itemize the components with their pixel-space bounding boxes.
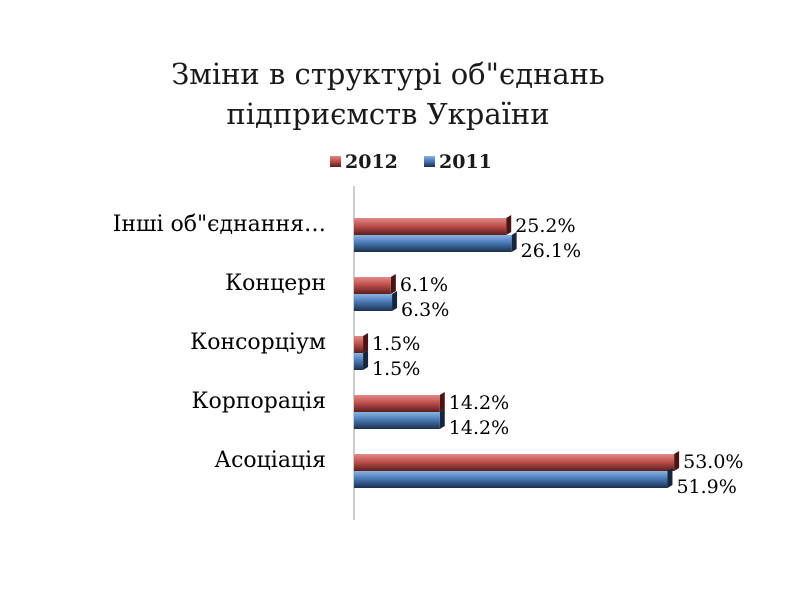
bars: [354, 215, 680, 488]
bar-face: [354, 353, 364, 370]
bar-side: [667, 468, 673, 488]
data-label-2012: 14.2%: [449, 392, 509, 414]
bar-2011: [354, 291, 398, 311]
bar-side: [511, 232, 517, 252]
chart-title-line-1: Зміни в структурі об"єднань: [171, 57, 605, 91]
bar-face: [354, 235, 512, 252]
bar-2012: [354, 215, 512, 235]
bar-2012: [354, 274, 396, 294]
legend-swatch-2011: [424, 156, 435, 167]
data-label-2011: 1.5%: [372, 358, 420, 380]
legend: 2012 2011: [330, 151, 492, 173]
category-labels: Інші об"єднання… Концерн Консорціум Корпора…: [113, 212, 326, 473]
bar-2012: [354, 392, 445, 412]
bar-side: [506, 215, 512, 235]
bar-2011: [354, 232, 517, 252]
bar-2011: [354, 468, 673, 488]
bar-face: [354, 218, 507, 235]
bar-side: [439, 409, 445, 429]
data-label-2012: 1.5%: [372, 333, 420, 355]
bar-side: [390, 274, 396, 294]
bar-2012: [354, 451, 680, 471]
legend-label-2011: 2011: [439, 151, 492, 173]
bar-face: [354, 412, 440, 429]
category-label: Корпорація: [191, 389, 326, 414]
data-label-2011: 26.1%: [521, 240, 581, 262]
category-label: Концерн: [225, 271, 326, 296]
data-label-2012: 25.2%: [515, 215, 575, 237]
bar-face: [354, 336, 364, 353]
legend-swatch-2012: [330, 156, 341, 167]
data-label-2011: 51.9%: [676, 476, 736, 498]
data-label-2011: 6.3%: [401, 299, 449, 321]
bar-side: [392, 291, 398, 311]
chart-title-line-2: підприємств України: [226, 97, 549, 131]
bar-face: [354, 471, 668, 488]
bar-side: [439, 392, 445, 412]
category-label: Асоціація: [214, 448, 326, 473]
data-label-2012: 53.0%: [683, 451, 743, 473]
bar-side: [363, 333, 369, 353]
bar-2011: [354, 409, 445, 429]
bar-side: [363, 350, 369, 370]
bar-face: [354, 294, 393, 311]
bar-side: [674, 451, 680, 471]
data-label-2012: 6.1%: [400, 274, 448, 296]
bar-face: [354, 395, 440, 412]
bar-face: [354, 277, 391, 294]
bar-2012: [354, 333, 369, 353]
bar-2011: [354, 350, 369, 370]
data-label-2011: 14.2%: [449, 417, 509, 439]
bar-face: [354, 454, 675, 471]
data-labels: 25.2% 26.1% 6.1% 6.3% 1.5% 1.5% 14.2% 14.2% 53.0…: [372, 215, 743, 498]
chart-title: Зміни в структурі об"єднань підприємств …: [171, 57, 605, 131]
legend-label-2012: 2012: [345, 151, 398, 173]
category-label: Інші об"єднання…: [113, 212, 326, 237]
category-label: Консорціум: [190, 330, 326, 355]
